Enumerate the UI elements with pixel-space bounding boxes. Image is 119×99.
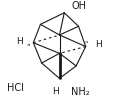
Text: ,,: ,,: [27, 38, 32, 47]
Text: H: H: [16, 37, 23, 46]
Text: '': '': [84, 41, 89, 50]
Text: OH: OH: [71, 1, 86, 11]
Text: H: H: [53, 87, 59, 96]
Text: HCl: HCl: [7, 83, 24, 93]
Text: H: H: [95, 40, 102, 49]
Text: NH₂: NH₂: [71, 87, 90, 97]
